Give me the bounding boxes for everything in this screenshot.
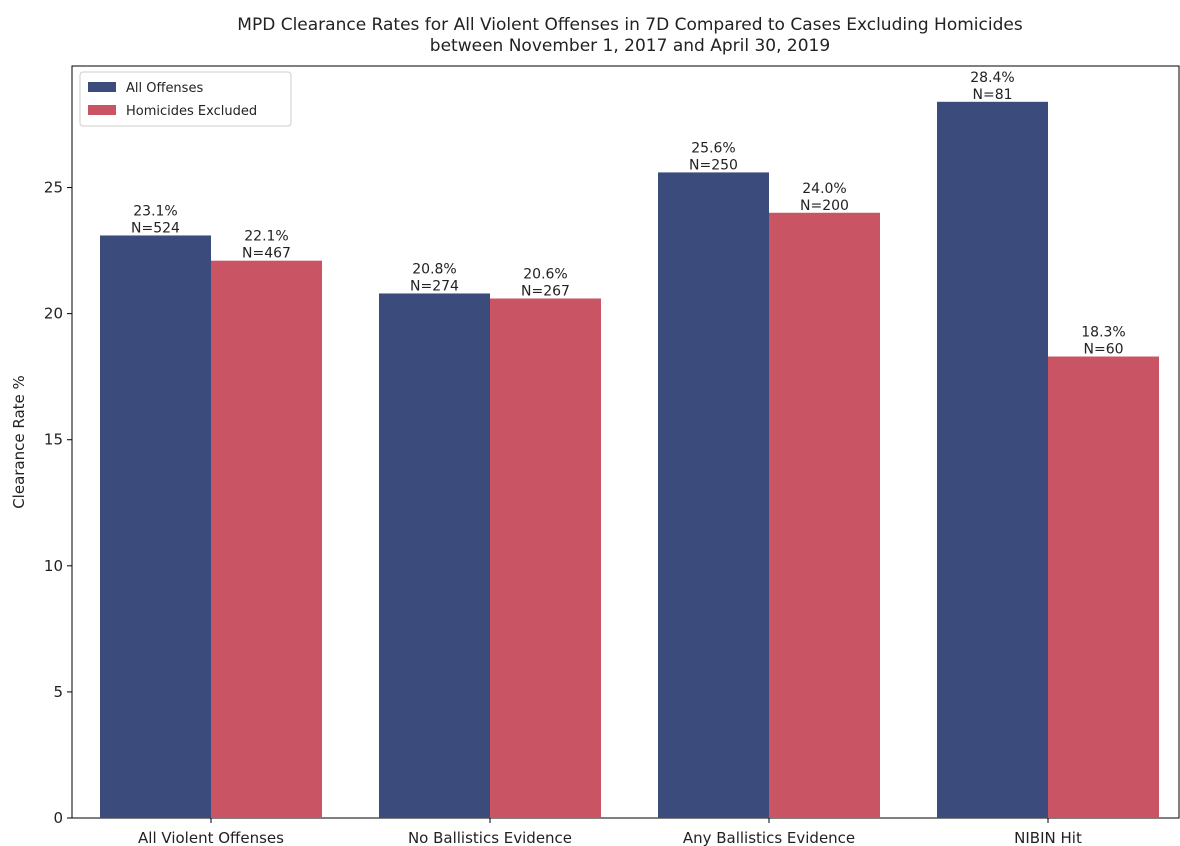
value-label: 20.8%: [412, 261, 456, 277]
value-label: 23.1%: [133, 203, 177, 219]
y-tick-label: 20: [44, 305, 63, 323]
count-label: N=267: [521, 284, 570, 300]
bar: [769, 212, 880, 818]
value-label: 22.1%: [244, 229, 288, 245]
count-label: N=250: [689, 157, 738, 173]
y-tick-label: 5: [53, 683, 63, 701]
value-label: 18.3%: [1081, 325, 1125, 341]
count-label: N=274: [410, 278, 459, 294]
bar: [379, 293, 490, 818]
y-tick-label: 15: [44, 431, 63, 449]
bar: [937, 101, 1048, 819]
x-tick-label: All Violent Offenses: [138, 829, 284, 846]
y-tick-label: 10: [44, 557, 63, 575]
legend-box: [79, 71, 292, 127]
count-label: N=200: [800, 198, 849, 214]
bar: [100, 235, 211, 818]
count-label: N=524: [131, 220, 180, 236]
legend-swatch: [88, 82, 116, 92]
x-tick-label: NIBIN Hit: [1014, 829, 1082, 846]
chart-title: MPD Clearance Rates for All Violent Offe…: [237, 15, 1023, 35]
plot-frame: [71, 65, 1180, 819]
value-label: 24.0%: [802, 181, 846, 197]
value-label: 28.4%: [970, 70, 1014, 86]
y-axis-label: Clearance Rate %: [10, 375, 28, 509]
legend-label: Homicides Excluded: [126, 104, 257, 119]
bar: [490, 298, 601, 818]
chart-subtitle: between November 1, 2017 and April 30, 2…: [430, 36, 830, 56]
count-label: N=81: [972, 87, 1012, 103]
legend-label: All Offenses: [126, 81, 203, 96]
x-tick-label: No Ballistics Evidence: [408, 829, 572, 846]
value-label: 20.6%: [523, 267, 567, 283]
count-label: N=467: [242, 246, 291, 262]
count-label: N=60: [1083, 342, 1123, 358]
bar: [1048, 356, 1159, 818]
y-tick-label: 0: [53, 809, 63, 827]
y-tick-label: 25: [44, 179, 63, 197]
x-tick-label: Any Ballistics Evidence: [683, 829, 855, 846]
value-label: 25.6%: [691, 140, 735, 156]
bar: [211, 260, 322, 819]
bar: [658, 172, 769, 818]
legend-swatch: [88, 105, 116, 115]
